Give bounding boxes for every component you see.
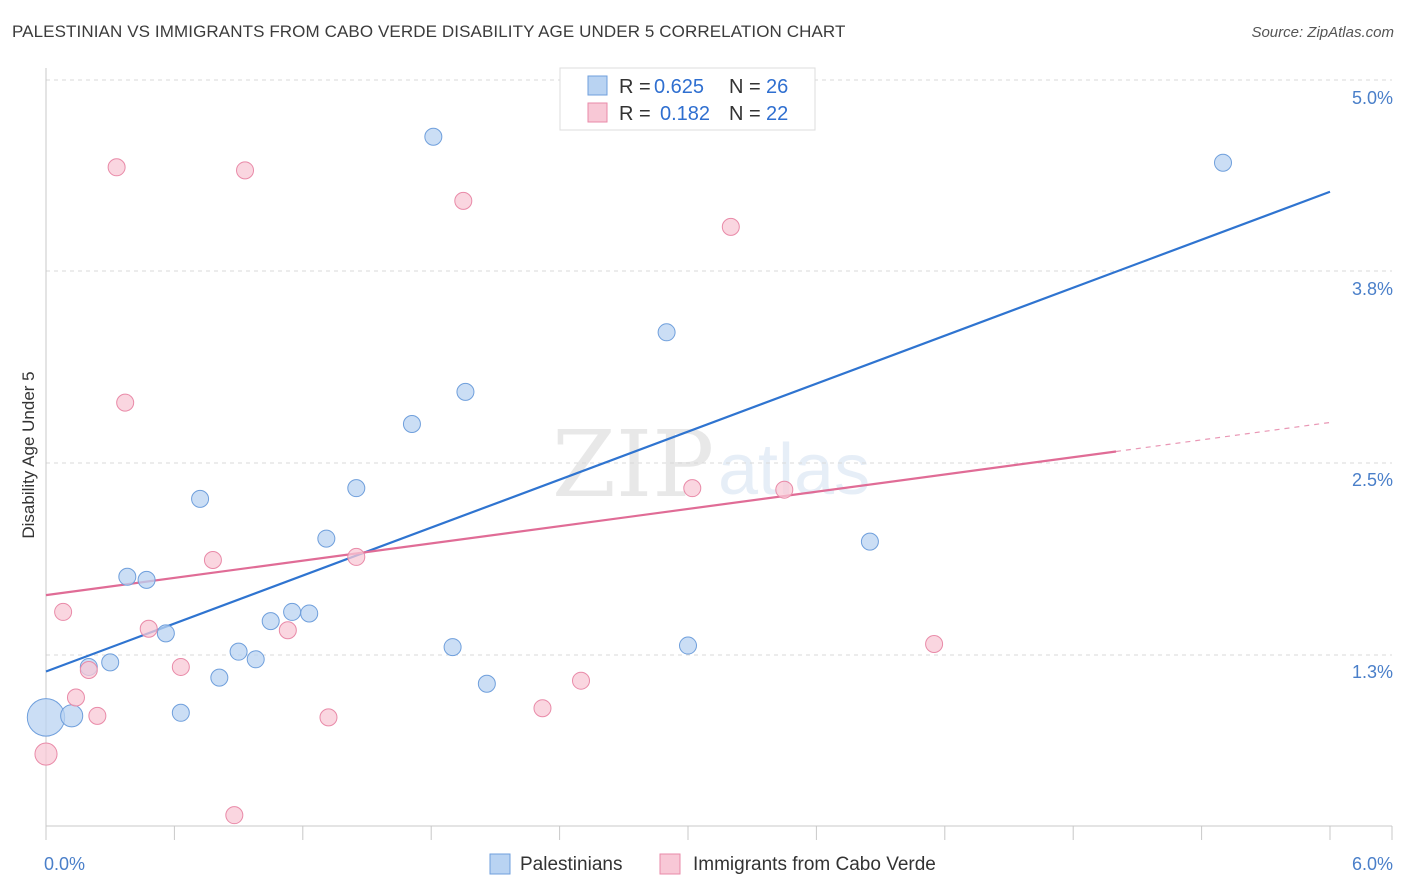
bottom-legend-swatch-palestinians	[489, 853, 511, 875]
point-palestinians-8	[191, 489, 210, 508]
y-axis-title: Disability Age Under 5	[19, 371, 38, 538]
point-cabo-verde-12	[278, 621, 297, 640]
point-cabo-verde-0	[34, 742, 58, 766]
point-palestinians-10	[229, 642, 248, 661]
point-palestinians-0	[26, 698, 66, 737]
point-palestinians-19	[443, 638, 462, 657]
point-cabo-verde-5	[107, 158, 126, 177]
point-palestinians-9	[210, 668, 229, 687]
bottom-legend-swatch-cabo-verde	[659, 853, 681, 875]
legend: R = 0.625 N = 26 R = 0.182 N = 22	[559, 67, 816, 131]
point-palestinians-25	[1214, 153, 1232, 172]
point-palestinians-20	[456, 382, 475, 401]
legend-swatch-cabo-verde	[587, 102, 608, 123]
point-palestinians-3	[101, 653, 120, 672]
point-palestinians-22	[657, 323, 676, 342]
legend-n-value-1: 26	[766, 76, 788, 98]
point-palestinians-24	[860, 532, 879, 551]
y-tick-label-3: 1.3%	[1352, 662, 1393, 682]
watermark-atlas: atlas	[718, 430, 870, 510]
point-palestinians-14	[300, 604, 319, 623]
point-palestinians-16	[347, 479, 366, 498]
point-cabo-verde-19	[721, 217, 740, 236]
legend-r-value-1: 0.625	[654, 76, 704, 98]
bottom-legend: Palestinians Immigrants from Cabo Verde	[489, 853, 936, 875]
point-cabo-verde-10	[225, 806, 244, 825]
point-cabo-verde-13	[319, 708, 338, 727]
x-tick-label-min: 0.0%	[44, 854, 85, 874]
point-cabo-verde-11	[236, 161, 255, 180]
data-points	[26, 127, 1232, 825]
watermark-zip: ZIP	[552, 411, 714, 518]
legend-n-value-2: 22	[766, 103, 788, 125]
legend-r-value-2: 0.182	[660, 103, 710, 125]
point-cabo-verde-9	[203, 550, 222, 569]
point-palestinians-7	[171, 703, 190, 722]
bottom-legend-label-palestinians: Palestinians	[520, 854, 622, 875]
point-cabo-verde-15	[454, 191, 473, 210]
point-palestinians-13	[283, 602, 302, 621]
point-palestinians-4	[118, 567, 137, 586]
point-palestinians-11	[246, 650, 265, 669]
legend-r-label-1: R =	[619, 76, 651, 98]
point-palestinians-1	[60, 704, 84, 728]
point-cabo-verde-18	[683, 479, 702, 498]
y-tick-label-1: 3.8%	[1352, 279, 1393, 299]
trend-lines	[45, 190, 1331, 673]
point-palestinians-17	[402, 414, 421, 433]
point-palestinians-12	[261, 612, 280, 631]
point-cabo-verde-3	[79, 661, 98, 679]
trend-line-cabo-verde-extension	[1115, 421, 1331, 453]
watermark: ZIP atlas	[552, 411, 870, 518]
point-palestinians-15	[317, 529, 336, 548]
point-cabo-verde-6	[116, 393, 135, 412]
legend-r-label-2: R =	[619, 103, 651, 125]
point-palestinians-23	[679, 636, 697, 655]
trend-line-palestinians	[45, 190, 1331, 673]
chart-source: Source: ZipAtlas.com	[1251, 24, 1394, 41]
point-palestinians-5	[137, 570, 156, 589]
bottom-legend-label-cabo-verde: Immigrants from Cabo Verde	[693, 854, 936, 875]
point-cabo-verde-1	[54, 602, 73, 621]
point-cabo-verde-16	[533, 699, 552, 718]
y-tick-label-0: 5.0%	[1352, 88, 1393, 108]
trend-line-cabo-verde	[45, 450, 1117, 597]
legend-n-label-2: N =	[729, 103, 761, 125]
point-cabo-verde-21	[925, 635, 944, 654]
legend-swatch-palestinians	[587, 75, 608, 96]
point-cabo-verde-7	[139, 619, 158, 638]
point-cabo-verde-20	[775, 480, 794, 499]
legend-n-label-1: N =	[729, 76, 761, 98]
chart-title: PALESTINIAN VS IMMIGRANTS FROM CABO VERD…	[12, 22, 846, 41]
point-cabo-verde-17	[572, 671, 590, 690]
point-palestinians-21	[477, 674, 496, 693]
y-tick-label-2: 2.5%	[1352, 470, 1393, 490]
point-cabo-verde-4	[88, 706, 107, 725]
point-palestinians-6	[156, 624, 175, 643]
point-cabo-verde-2	[66, 688, 85, 707]
x-tick-label-max: 6.0%	[1352, 854, 1393, 874]
point-cabo-verde-14	[347, 547, 366, 566]
point-cabo-verde-8	[171, 657, 190, 676]
point-palestinians-18	[424, 127, 443, 146]
